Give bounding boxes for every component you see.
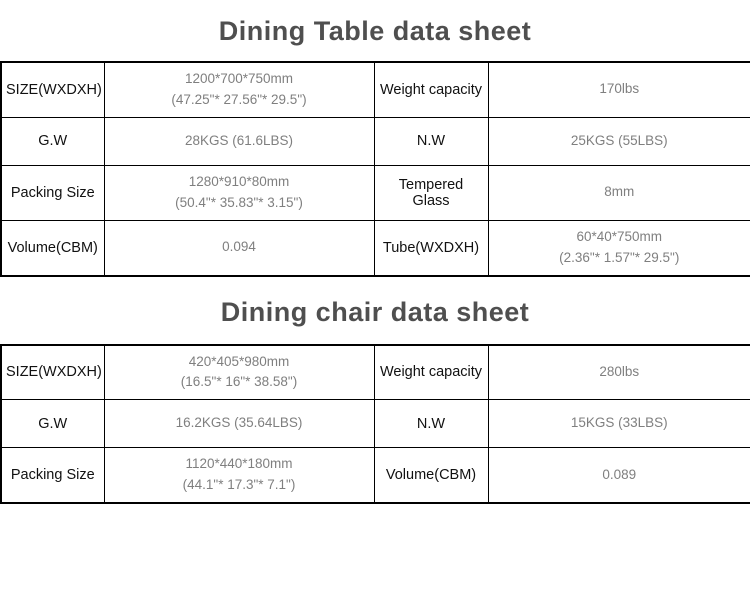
table-row: SIZE(WXDXH) 420*405*980mm (16.5"* 16"* 3… <box>0 344 750 401</box>
spec-label: Volume(CBM) <box>0 219 105 277</box>
table-row: Packing Size 1120*440*180mm (44.1"* 17.3… <box>0 447 750 504</box>
spec-label: N.W <box>373 399 489 449</box>
spec-label: Volume(CBM) <box>373 447 489 504</box>
spec-value: 28KGS (61.6LBS) <box>103 116 375 166</box>
spec-label: Weight capacity <box>373 61 489 118</box>
spec-value: 170lbs <box>487 61 750 118</box>
table-row: SIZE(WXDXH) 1200*700*750mm (47.25"* 27.5… <box>0 61 750 118</box>
table-row: Packing Size 1280*910*80mm (50.4"* 35.83… <box>0 164 750 221</box>
spec-label: N.W <box>373 116 489 166</box>
spec-label: Packing Size <box>0 164 105 221</box>
spec-value: 25KGS (55LBS) <box>487 116 750 166</box>
dining-chair-spec-table: SIZE(WXDXH) 420*405*980mm (16.5"* 16"* 3… <box>0 343 750 505</box>
spec-value: 1280*910*80mm (50.4"* 35.83"* 3.15") <box>103 164 375 221</box>
spec-label: Tempered Glass <box>373 164 489 221</box>
spec-label: Weight capacity <box>373 344 489 401</box>
spec-value: 8mm <box>487 164 750 221</box>
spec-value: 0.094 <box>103 219 375 277</box>
spec-value: 420*405*980mm (16.5"* 16"* 38.58") <box>103 344 375 401</box>
dining-chair-title: Dining chair data sheet <box>220 296 530 327</box>
dining-table-spec-table: SIZE(WXDXH) 1200*700*750mm (47.25"* 27.5… <box>0 61 750 277</box>
spec-label: SIZE(WXDXH) <box>0 344 105 401</box>
spec-value: 1200*700*750mm (47.25"* 27.56"* 29.5") <box>103 61 375 118</box>
spec-value: 1120*440*180mm (44.1"* 17.3"* 7.1") <box>103 447 375 504</box>
spec-label: Tube(WXDXH) <box>373 219 489 277</box>
spec-value: 15KGS (33LBS) <box>487 399 750 449</box>
spec-label: Packing Size <box>0 447 105 504</box>
spec-value: 280lbs <box>487 344 750 401</box>
spec-label: SIZE(WXDXH) <box>0 61 105 118</box>
spec-value: 16.2KGS (35.64LBS) <box>103 399 375 449</box>
spec-value: 0.089 <box>487 447 750 504</box>
spec-label: G.W <box>0 399 105 449</box>
spec-value: 60*40*750mm (2.36"* 1.57"* 29.5") <box>487 219 750 277</box>
table-row: G.W 16.2KGS (35.64LBS) N.W 15KGS (33LBS) <box>0 399 750 449</box>
table-row: Volume(CBM) 0.094 Tube(WXDXH) 60*40*750m… <box>0 219 750 277</box>
table-row: G.W 28KGS (61.6LBS) N.W 25KGS (55LBS) <box>0 116 750 166</box>
dining-table-title: Dining Table data sheet <box>218 16 532 46</box>
spec-label: G.W <box>0 116 105 166</box>
